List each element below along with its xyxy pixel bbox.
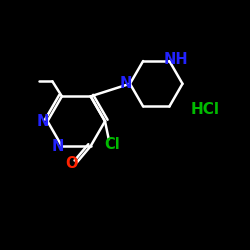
- Text: Cl: Cl: [104, 137, 120, 152]
- Text: HCl: HCl: [190, 102, 220, 118]
- Text: N: N: [119, 76, 132, 91]
- Text: N: N: [51, 139, 64, 154]
- Text: N: N: [37, 114, 49, 129]
- Text: NH: NH: [164, 52, 189, 66]
- Text: O: O: [65, 156, 78, 171]
